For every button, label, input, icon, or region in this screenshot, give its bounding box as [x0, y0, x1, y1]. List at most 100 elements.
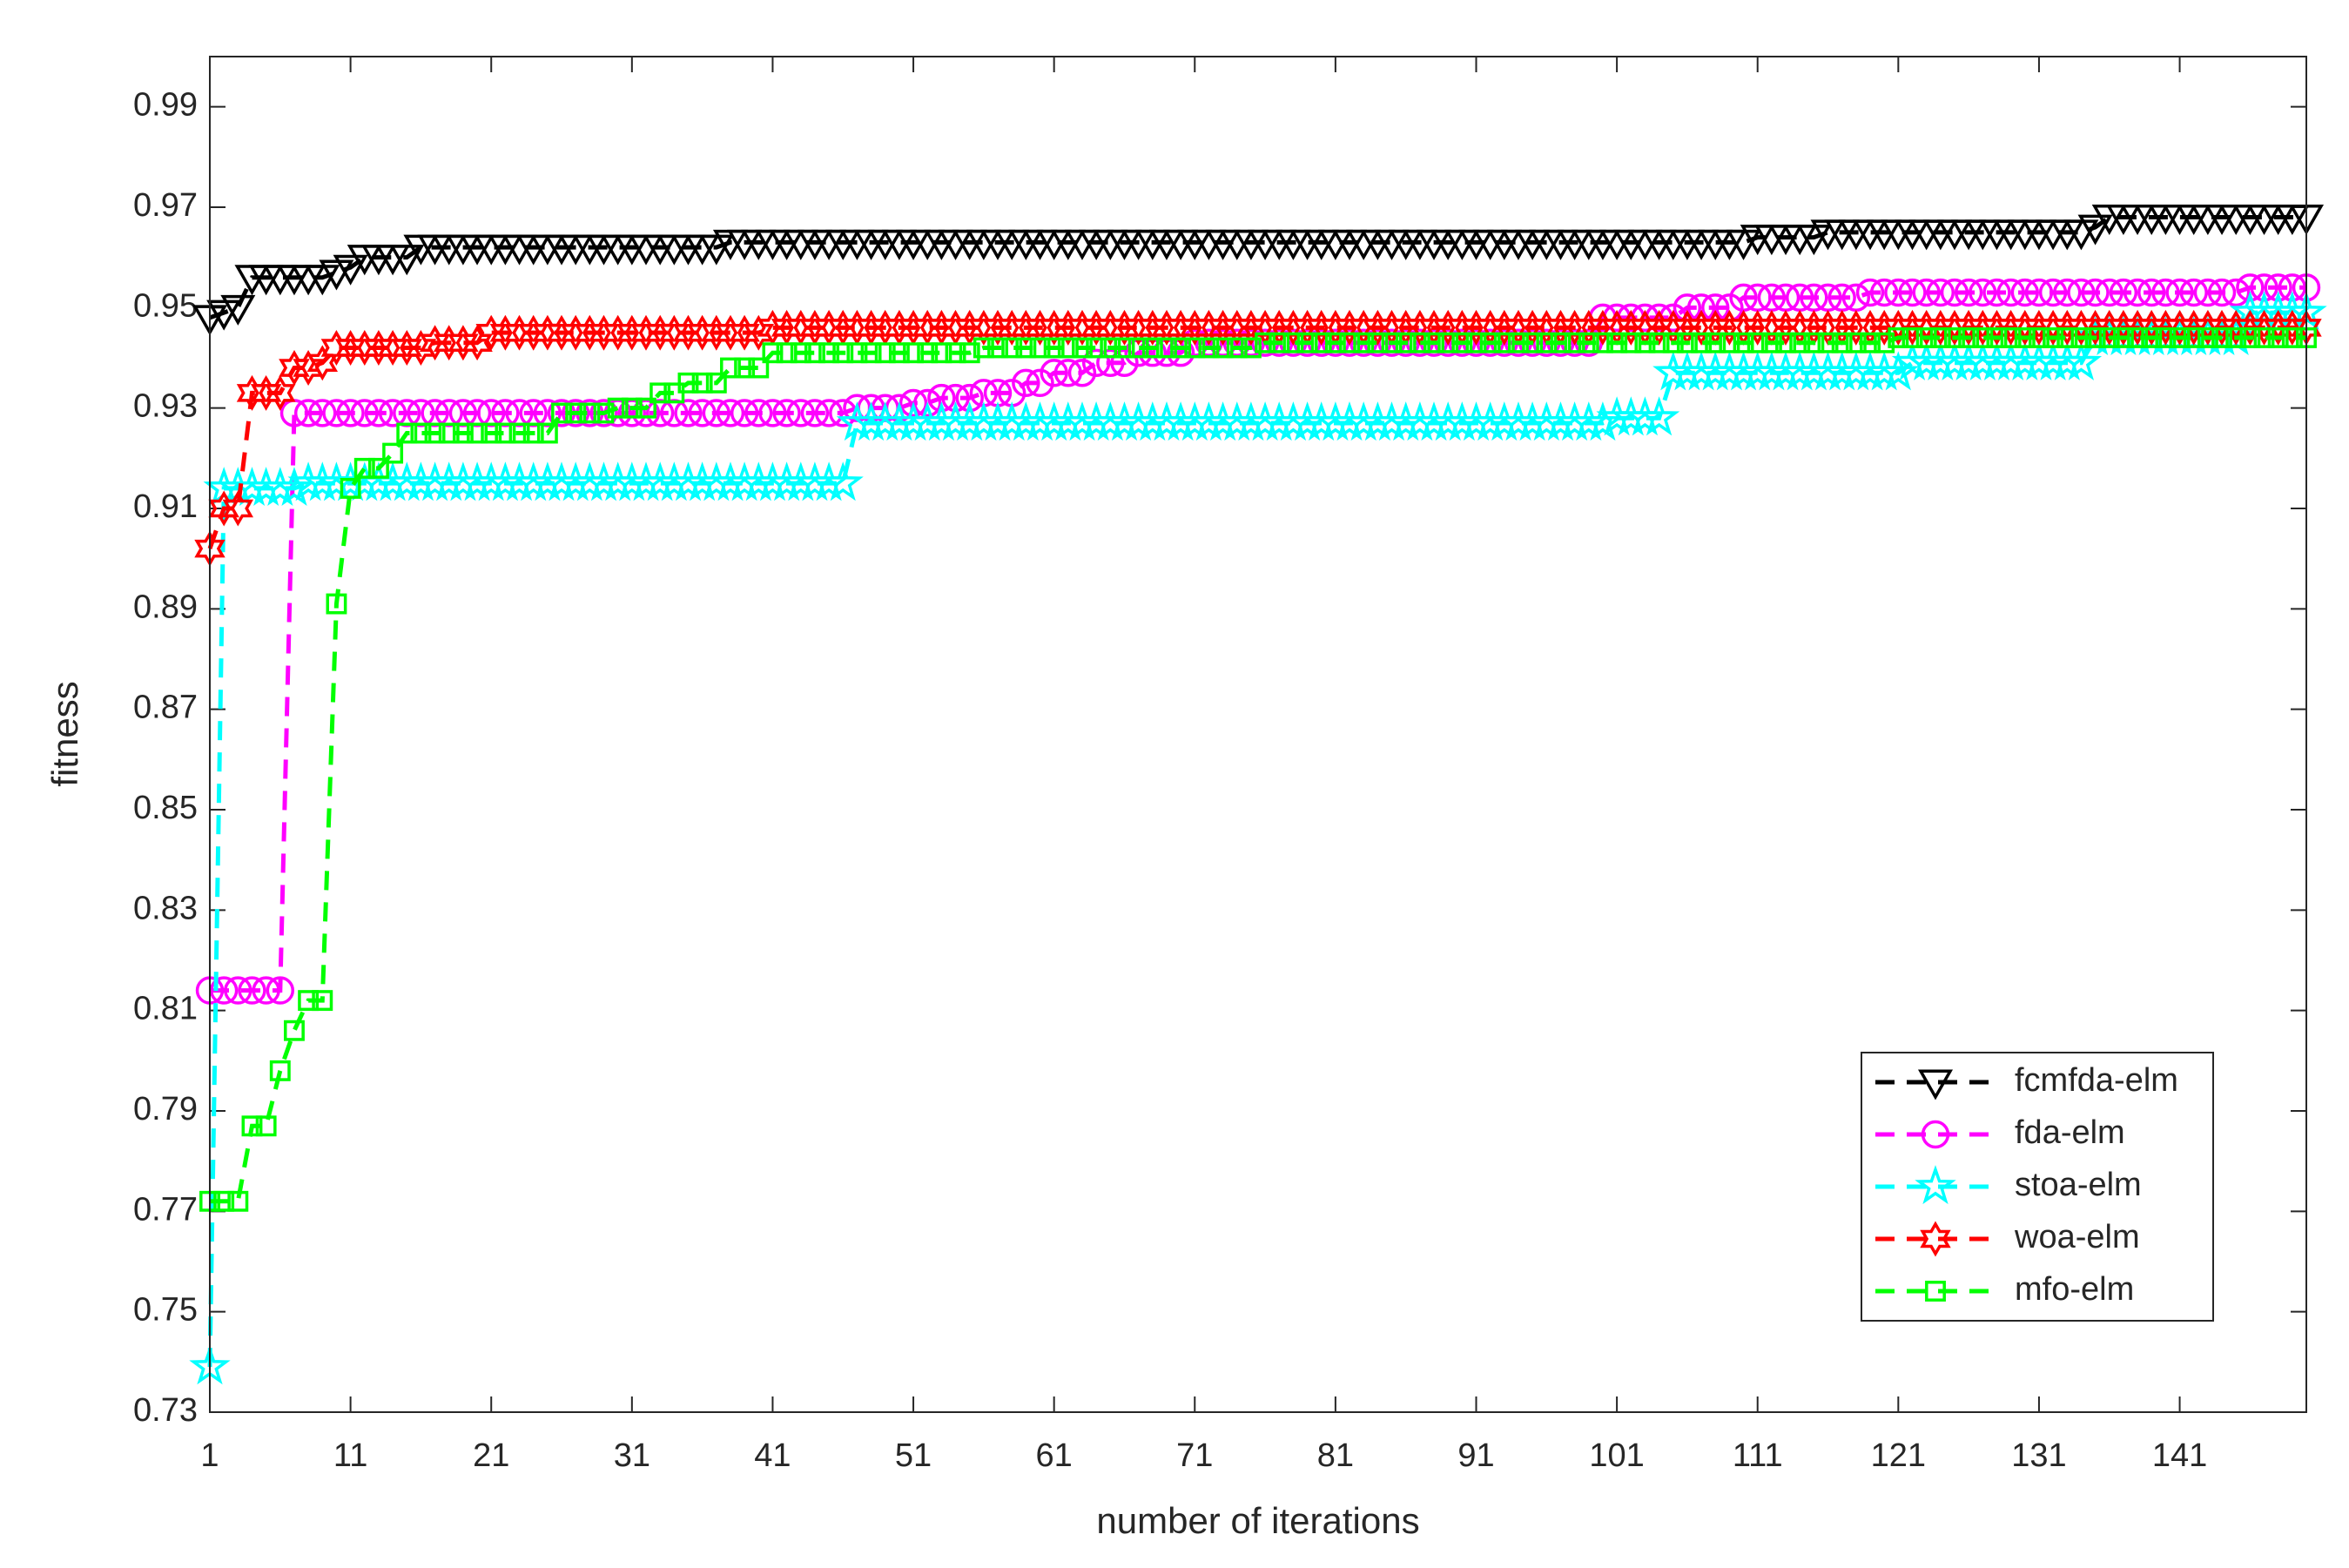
marker [1817, 332, 1839, 353]
y-axis-label: fitness [44, 681, 85, 786]
marker [2281, 326, 2303, 348]
marker [2060, 340, 2103, 380]
marker [481, 422, 502, 444]
marker [266, 976, 295, 1005]
marker [818, 342, 840, 364]
marker [2077, 214, 2113, 246]
marker [1741, 309, 1774, 346]
marker [1137, 309, 1168, 346]
marker [1954, 278, 1983, 307]
marker [1432, 309, 1464, 346]
series [199, 326, 2317, 1212]
marker [1558, 309, 1591, 346]
marker [1235, 309, 1267, 346]
marker [1855, 278, 1885, 307]
marker [2136, 309, 2168, 346]
marker [2046, 340, 2088, 380]
marker [2169, 326, 2191, 348]
marker [419, 325, 451, 361]
y-tick-label: 0.95 [133, 287, 198, 324]
marker [1634, 332, 1656, 353]
marker [1460, 309, 1492, 346]
marker [2009, 309, 2041, 346]
marker [1981, 309, 2013, 346]
x-tick-label: 91 [1457, 1437, 1494, 1474]
marker [312, 990, 333, 1012]
marker [1676, 332, 1698, 353]
marker [1958, 326, 1980, 348]
legend-label: mfo-elm [2015, 1271, 2134, 1308]
marker [860, 342, 882, 364]
series [192, 205, 2325, 336]
legend-marker [1917, 1069, 1954, 1100]
marker [378, 399, 407, 427]
marker [236, 374, 268, 411]
marker [744, 399, 773, 427]
marker [1939, 309, 1970, 346]
marker [2084, 326, 2106, 348]
x-tick-label: 111 [1733, 1437, 1783, 1474]
marker [1638, 396, 1680, 436]
marker [1339, 332, 1360, 353]
y-tick-label: 0.93 [133, 388, 198, 425]
marker [1038, 309, 1070, 346]
marker [326, 593, 347, 615]
marker [1010, 309, 1042, 346]
marker [1226, 337, 1248, 359]
marker [1282, 332, 1304, 353]
marker [1874, 332, 1895, 353]
marker [1877, 351, 1919, 391]
marker [241, 1115, 263, 1137]
marker [1465, 332, 1487, 353]
marker [574, 314, 606, 351]
marker [1662, 332, 1684, 353]
marker [616, 314, 648, 351]
marker [1305, 309, 1337, 346]
marker [410, 422, 432, 444]
marker [2065, 309, 2097, 346]
marker [1043, 337, 1065, 359]
marker [208, 490, 239, 527]
x-tick-label: 41 [754, 1437, 791, 1474]
marker [2220, 309, 2251, 346]
marker [846, 342, 868, 364]
marker [2098, 326, 2120, 348]
marker [1296, 332, 1318, 353]
marker [350, 399, 379, 427]
marker [1310, 332, 1332, 353]
marker [227, 1190, 249, 1212]
marker [475, 314, 507, 351]
marker [2155, 326, 2177, 348]
marker [758, 399, 787, 427]
marker [579, 402, 601, 424]
legend-marker [1915, 1165, 1956, 1205]
marker [518, 314, 549, 351]
marker [1015, 337, 1037, 359]
x-tick-label: 61 [1036, 1437, 1073, 1474]
marker [672, 314, 704, 351]
marker [1915, 326, 1937, 348]
marker [1240, 337, 1262, 359]
legend-label: woa-elm [2014, 1219, 2140, 1255]
marker [1953, 309, 1984, 346]
marker [1141, 337, 1163, 359]
marker [1122, 309, 1154, 346]
marker [1995, 309, 2027, 346]
legend-marker [1921, 1120, 1950, 1149]
marker [1493, 332, 1515, 353]
marker [1972, 326, 1994, 348]
marker [1884, 278, 1913, 307]
marker [1719, 332, 1740, 353]
legend-marker [1925, 1281, 1946, 1302]
marker [2095, 278, 2124, 307]
marker [2179, 278, 2208, 307]
marker [551, 402, 572, 424]
marker [1686, 309, 1717, 346]
marker [1789, 332, 1811, 353]
marker [1151, 309, 1182, 346]
marker [1760, 332, 1782, 353]
marker [2014, 326, 2036, 348]
marker [1564, 332, 1585, 353]
